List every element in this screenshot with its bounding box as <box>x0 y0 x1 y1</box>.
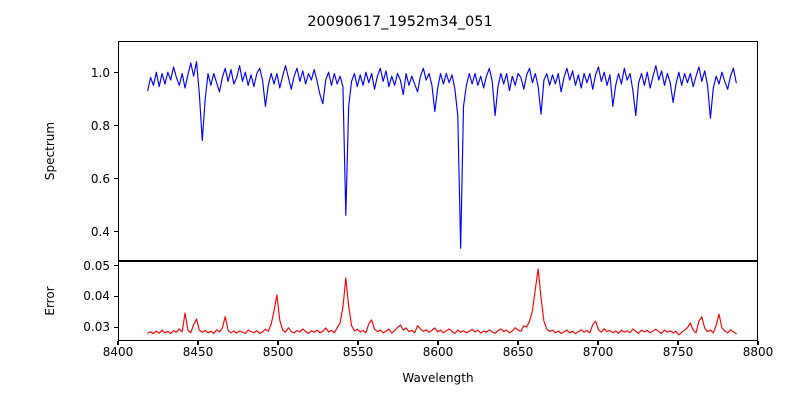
error-y-tick-label: 0.04 <box>83 289 110 304</box>
error-panel <box>118 261 758 341</box>
spectrum-y-tick-label: 0.4 <box>90 224 110 239</box>
x-tickmark <box>277 341 279 345</box>
x-tickmark <box>357 341 359 345</box>
x-axis-label: Wavelength <box>402 371 474 385</box>
x-tickmark <box>197 341 199 345</box>
x-tickmark <box>517 341 519 345</box>
x-tick-label: 8550 <box>342 345 374 359</box>
spectrum-y-tickmark <box>114 231 118 233</box>
x-tick-label: 8750 <box>662 345 694 359</box>
x-tickmark <box>597 341 599 345</box>
x-tickmark <box>757 341 759 345</box>
spectrum-y-tickmark <box>114 125 118 127</box>
error-line <box>148 269 737 335</box>
error-y-tick-label: 0.03 <box>83 320 110 335</box>
error-y-tick-label: 0.05 <box>83 258 110 273</box>
x-tick-label: 8500 <box>262 345 294 359</box>
error-y-tickmark <box>114 326 118 328</box>
x-tick-label: 8650 <box>502 345 534 359</box>
spectrum-y-tickmark <box>114 72 118 74</box>
x-tickmark <box>117 341 119 345</box>
spectrum-plot-area <box>119 42 757 260</box>
error-plot-area <box>119 262 757 340</box>
spectrum-y-tick-label: 0.8 <box>90 118 110 133</box>
spectrum-line <box>148 62 737 248</box>
spectrum-y-tickmark <box>114 178 118 180</box>
spectrum-panel <box>118 41 758 261</box>
x-tick-label: 8400 <box>102 345 134 359</box>
error-y-tickmark <box>114 265 118 267</box>
spectrum-y-tick-label: 1.0 <box>90 65 110 80</box>
x-tick-label: 8450 <box>182 345 214 359</box>
figure-title: 20090617_1952m34_051 <box>307 14 493 30</box>
x-tickmark <box>437 341 439 345</box>
error-y-tickmark <box>114 295 118 297</box>
spectrum-y-tick-label: 0.6 <box>90 171 110 186</box>
x-tick-label: 8800 <box>742 345 774 359</box>
x-tick-label: 8700 <box>582 345 614 359</box>
x-tickmark <box>677 341 679 345</box>
x-tick-label: 8600 <box>422 345 454 359</box>
